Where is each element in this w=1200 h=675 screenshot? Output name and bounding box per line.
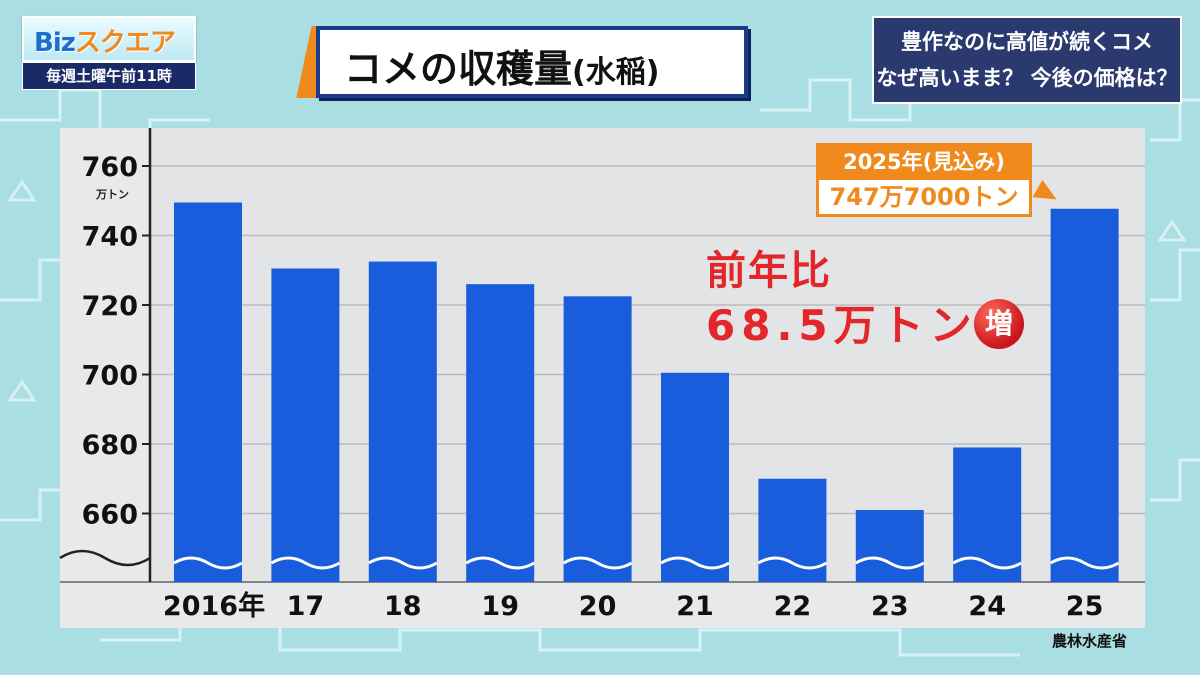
bar-break-wave xyxy=(757,556,828,570)
y-axis-unit: 万トン xyxy=(96,188,129,201)
x-tick-label: 22 xyxy=(774,591,812,622)
subject-line2: なぜ高いまま？ 今後の価格は？ xyxy=(876,66,1178,90)
x-tick-label: 18 xyxy=(384,591,422,622)
bar-break-wave xyxy=(368,556,438,570)
title-frame: コメの収穫量(水稲) xyxy=(316,26,748,98)
bar-break-wave xyxy=(465,556,535,570)
y-tick-label: 720 xyxy=(82,291,138,322)
logo: Bizスクエア xyxy=(22,16,196,62)
schedule-label: 毎週土曜午前11時 xyxy=(22,62,196,90)
bar-break-wave xyxy=(855,556,925,570)
increase-badge: 増 xyxy=(974,299,1024,349)
bar xyxy=(563,296,632,582)
x-tick-label: 17 xyxy=(287,591,325,622)
bar xyxy=(368,261,437,582)
x-tick-label: 24 xyxy=(968,591,1006,622)
x-tick-label: 21 xyxy=(676,591,714,622)
bar xyxy=(174,202,242,583)
x-tick-label: 19 xyxy=(481,591,519,622)
bar xyxy=(271,268,340,582)
logo-text: Bizスクエア xyxy=(34,22,176,59)
y-tick-label: 660 xyxy=(82,500,138,531)
x-tick-label: 23 xyxy=(871,591,909,622)
title-main: コメの収穫量 xyxy=(344,47,573,91)
x-tick-label: 20 xyxy=(579,591,617,622)
subject-box: 豊作なのに高値が続くコメ なぜ高いまま？ 今後の価格は？ xyxy=(872,16,1182,104)
y-tick-label: 740 xyxy=(82,222,138,253)
title-paren: (水稲) xyxy=(572,55,660,90)
page-title: コメの収穫量(水稲) xyxy=(344,38,659,93)
bar xyxy=(661,372,729,582)
bar-break-wave xyxy=(952,556,1022,570)
axis-break xyxy=(59,549,151,567)
bar xyxy=(1050,208,1119,582)
yoy-value: 68.5万トン xyxy=(706,301,978,350)
logo-biz: Biz xyxy=(34,28,76,58)
subject-line1: 豊作なのに高値が続くコメ xyxy=(901,30,1153,54)
bar xyxy=(466,284,535,582)
callout-amount: 747万7000トン xyxy=(816,177,1032,217)
x-tick-label: 2016年 xyxy=(163,590,265,622)
bar-break-wave xyxy=(1049,556,1120,570)
bar-break-wave xyxy=(562,556,633,570)
bar-break-wave xyxy=(660,556,730,570)
y-tick-label: 680 xyxy=(82,430,138,461)
y-tick-label: 700 xyxy=(82,361,138,392)
bar xyxy=(855,510,924,582)
callout-2025: 2025年(見込み) 747万7000トン xyxy=(816,143,1032,217)
y-tick-label: 760 xyxy=(82,152,138,183)
source-label: 農林水産省 xyxy=(1052,632,1128,650)
bar-break-wave xyxy=(173,556,243,570)
logo-rest: スクエア xyxy=(74,28,176,58)
callout-year: 2025年(見込み) xyxy=(816,143,1032,177)
bar-break-wave xyxy=(270,556,341,570)
title-box: コメの収穫量(水稲) xyxy=(296,26,748,98)
bar xyxy=(758,478,827,582)
x-tick-label: 25 xyxy=(1066,591,1104,622)
yoy-label: 前年比 xyxy=(706,248,832,294)
